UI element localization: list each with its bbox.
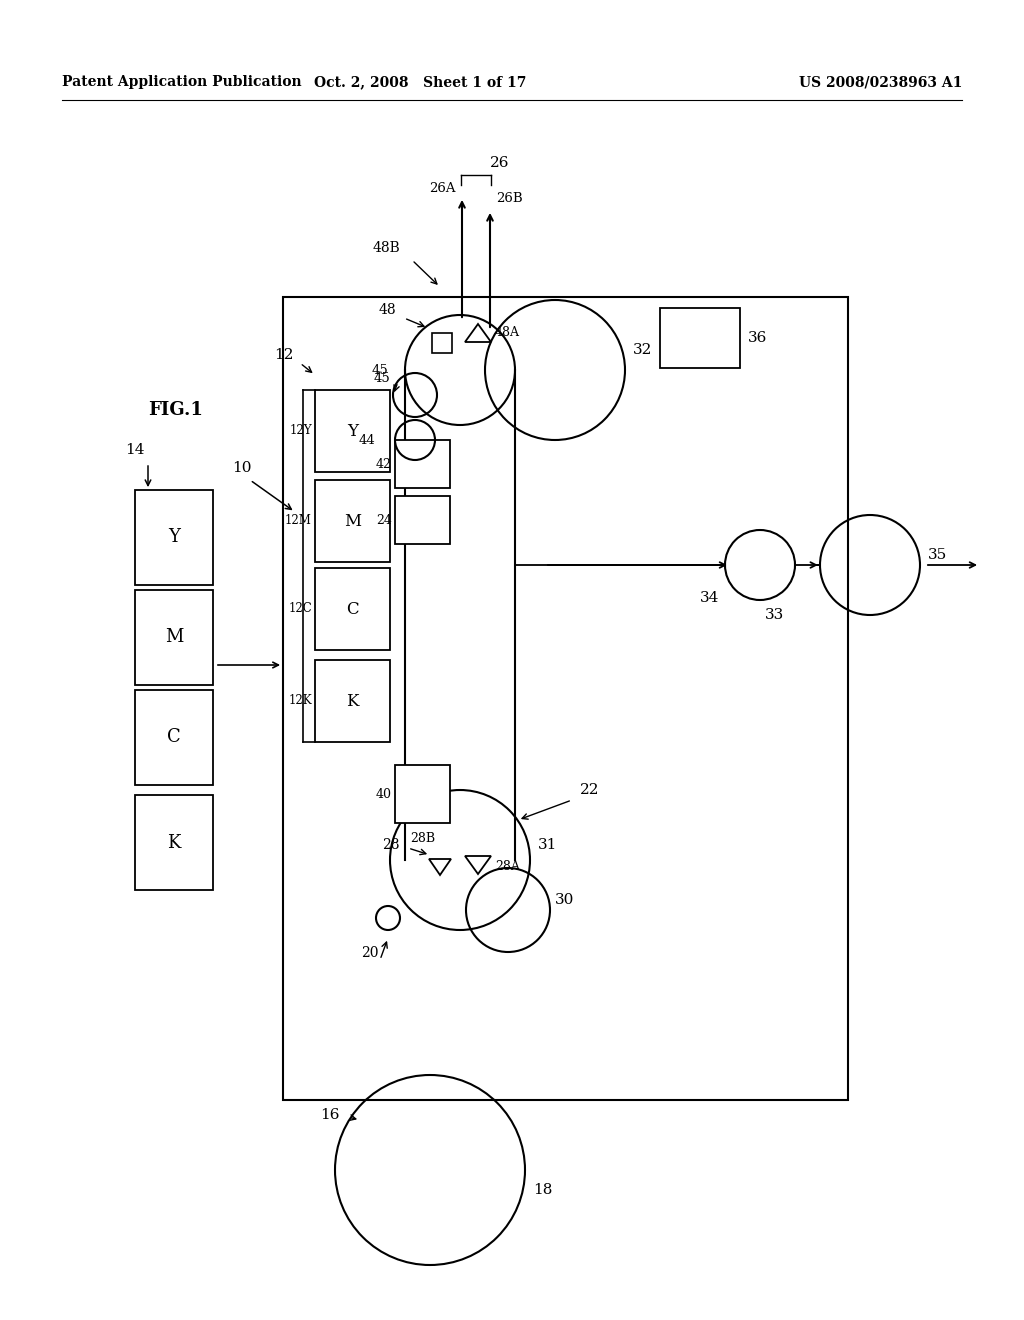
Text: Patent Application Publication: Patent Application Publication	[62, 75, 302, 88]
Text: 28B: 28B	[410, 833, 435, 846]
Text: 45: 45	[374, 371, 390, 384]
Text: Y: Y	[347, 422, 358, 440]
Bar	[395, 766, 450, 822]
Bar	[315, 389, 390, 473]
Text: 18: 18	[534, 1183, 552, 1197]
Text: 36: 36	[748, 331, 767, 345]
Text: 14: 14	[125, 444, 144, 457]
Text: 22: 22	[580, 783, 599, 797]
Text: K: K	[346, 693, 358, 710]
Text: 20: 20	[361, 946, 379, 960]
Bar	[135, 490, 213, 585]
Bar	[283, 297, 848, 1100]
Text: 30: 30	[555, 894, 574, 907]
Text: K: K	[167, 833, 180, 851]
Text: 26: 26	[490, 156, 510, 170]
Text: Oct. 2, 2008   Sheet 1 of 17: Oct. 2, 2008 Sheet 1 of 17	[313, 75, 526, 88]
Text: 48A: 48A	[495, 326, 520, 338]
Text: 28: 28	[383, 838, 400, 851]
Bar	[135, 690, 213, 785]
Text: 12Y: 12Y	[290, 425, 312, 437]
Bar	[135, 590, 213, 685]
Text: 44: 44	[358, 433, 375, 446]
Bar	[315, 568, 390, 649]
Text: 10: 10	[232, 461, 252, 475]
Bar	[135, 795, 213, 890]
Bar	[395, 440, 450, 488]
Text: 35: 35	[928, 548, 947, 562]
Text: FIG.1: FIG.1	[148, 401, 203, 418]
Bar	[660, 308, 740, 368]
Bar	[315, 480, 390, 562]
Text: 16: 16	[321, 1107, 340, 1122]
Text: M: M	[344, 512, 361, 529]
Text: 48: 48	[379, 304, 396, 317]
Text: 31: 31	[538, 838, 557, 851]
Text: 28A: 28A	[495, 859, 520, 873]
Text: 26A: 26A	[429, 181, 456, 194]
Text: 12M: 12M	[285, 515, 312, 528]
Text: C: C	[167, 729, 181, 747]
Text: C: C	[346, 601, 358, 618]
Text: 12K: 12K	[289, 694, 312, 708]
Text: 12: 12	[274, 348, 294, 362]
Text: 32: 32	[633, 343, 652, 356]
Text: M: M	[165, 628, 183, 647]
Text: 12C: 12C	[288, 602, 312, 615]
Text: 48B: 48B	[373, 242, 400, 255]
Bar	[395, 496, 450, 544]
Text: 24: 24	[376, 513, 392, 527]
Text: 42: 42	[376, 458, 392, 470]
Text: 26B: 26B	[496, 191, 522, 205]
Text: 40: 40	[376, 788, 392, 800]
Text: 33: 33	[765, 609, 784, 622]
Text: Y: Y	[168, 528, 180, 546]
Bar	[315, 660, 390, 742]
Bar	[432, 333, 452, 352]
Text: 45: 45	[372, 363, 388, 376]
Text: US 2008/0238963 A1: US 2008/0238963 A1	[799, 75, 962, 88]
Text: 34: 34	[700, 591, 720, 605]
